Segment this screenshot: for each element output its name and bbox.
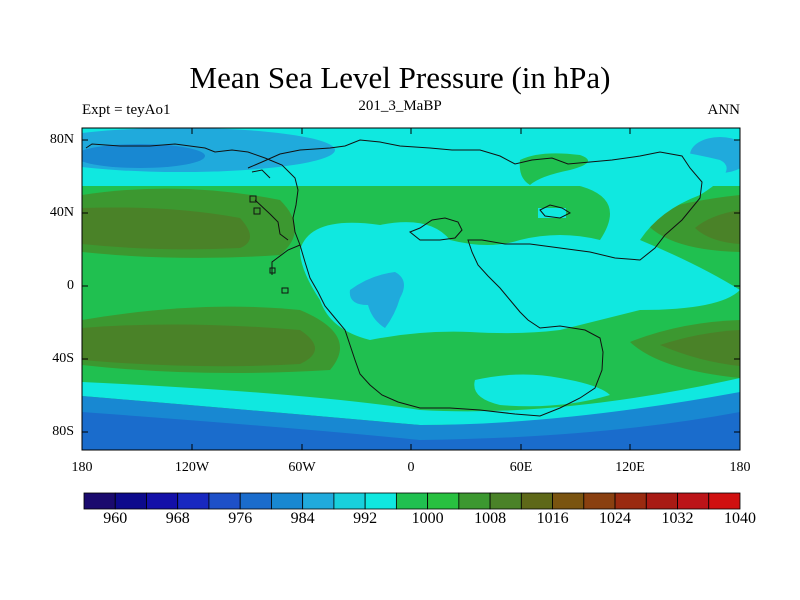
colorbar-label: 968 bbox=[165, 510, 190, 527]
colorbar-swatch bbox=[114, 492, 147, 510]
lat-tick-80s: 80S bbox=[52, 424, 74, 439]
colorbar-swatch bbox=[489, 492, 522, 510]
lon-tick-120w: 120W bbox=[174, 460, 210, 475]
season-label: ANN bbox=[707, 102, 741, 118]
south-continental-low bbox=[474, 374, 610, 407]
lon-tick-180e: 180 bbox=[729, 460, 751, 475]
local-low-africa bbox=[519, 153, 588, 185]
n-east-high-core bbox=[695, 210, 740, 244]
lon-tick-120e: 120E bbox=[615, 460, 645, 475]
colorbar-swatch bbox=[645, 492, 678, 510]
local-low-block bbox=[538, 208, 566, 218]
local-low-center bbox=[349, 272, 404, 328]
southern-subpolar-band bbox=[82, 378, 740, 425]
map-title: Mean Sea Level Pressure (in hPa) bbox=[189, 60, 611, 95]
colorbar-label: 1040 bbox=[724, 510, 756, 527]
lon-tick-180w: 180 bbox=[71, 460, 93, 475]
colorbar-swatch bbox=[302, 492, 335, 510]
map-subtitle: 201_3_MaBP bbox=[358, 98, 442, 114]
arctic-low-core bbox=[82, 144, 205, 168]
colorbar-swatch bbox=[146, 492, 179, 510]
lat-tick-0: 0 bbox=[67, 278, 74, 293]
colorbar-swatch bbox=[333, 492, 366, 510]
experiment-label: Expt = teyAo1 bbox=[82, 102, 171, 118]
colorbar-swatch bbox=[239, 492, 272, 510]
lat-tick-40s: 40S bbox=[52, 351, 74, 366]
colorbar-label: 976 bbox=[228, 510, 253, 527]
colorbar-swatch bbox=[708, 492, 741, 510]
continental-low bbox=[300, 146, 740, 340]
colorbar-swatch bbox=[83, 492, 116, 510]
colorbar-swatch bbox=[395, 492, 429, 510]
colorbar-label: 1024 bbox=[599, 510, 632, 527]
colorbar-label: 992 bbox=[353, 510, 378, 527]
lon-tick-60w: 60W bbox=[288, 460, 316, 475]
colorbar-label: 1000 bbox=[411, 510, 444, 527]
colorbar-label: 1008 bbox=[474, 510, 507, 527]
colorbar-swatch bbox=[364, 492, 397, 510]
colorbar-label: 984 bbox=[290, 510, 315, 527]
coastlines bbox=[85, 139, 703, 417]
colorbar-swatch bbox=[520, 492, 553, 510]
colorbar-swatch bbox=[271, 492, 304, 510]
lon-tick-60e: 60E bbox=[509, 460, 533, 475]
colorbar-label: 960 bbox=[103, 510, 128, 527]
lon-tick-0: 0 bbox=[407, 460, 415, 475]
colorbar-swatch bbox=[583, 492, 616, 510]
s-pacific-high-core bbox=[82, 324, 315, 367]
colorbar-swatch bbox=[552, 492, 585, 510]
colorbar-swatch bbox=[177, 492, 210, 510]
axis-ticks bbox=[82, 128, 740, 450]
colorbar-swatch bbox=[677, 492, 710, 510]
antarctic-deep-band bbox=[82, 412, 740, 450]
n-pacific-high-core bbox=[82, 207, 250, 250]
colorbar-label: 1032 bbox=[661, 510, 694, 527]
s-east-high-core bbox=[660, 330, 740, 366]
colorbar-swatch bbox=[427, 492, 460, 510]
colorbar-label: 1016 bbox=[536, 510, 569, 527]
colorbar-swatch bbox=[458, 492, 491, 510]
colorbar bbox=[83, 492, 741, 510]
colorbar-swatch bbox=[208, 492, 241, 510]
lat-tick-40n: 40N bbox=[49, 205, 74, 220]
colorbar-swatch bbox=[614, 492, 647, 510]
lat-tick-80n: 80N bbox=[49, 132, 74, 147]
